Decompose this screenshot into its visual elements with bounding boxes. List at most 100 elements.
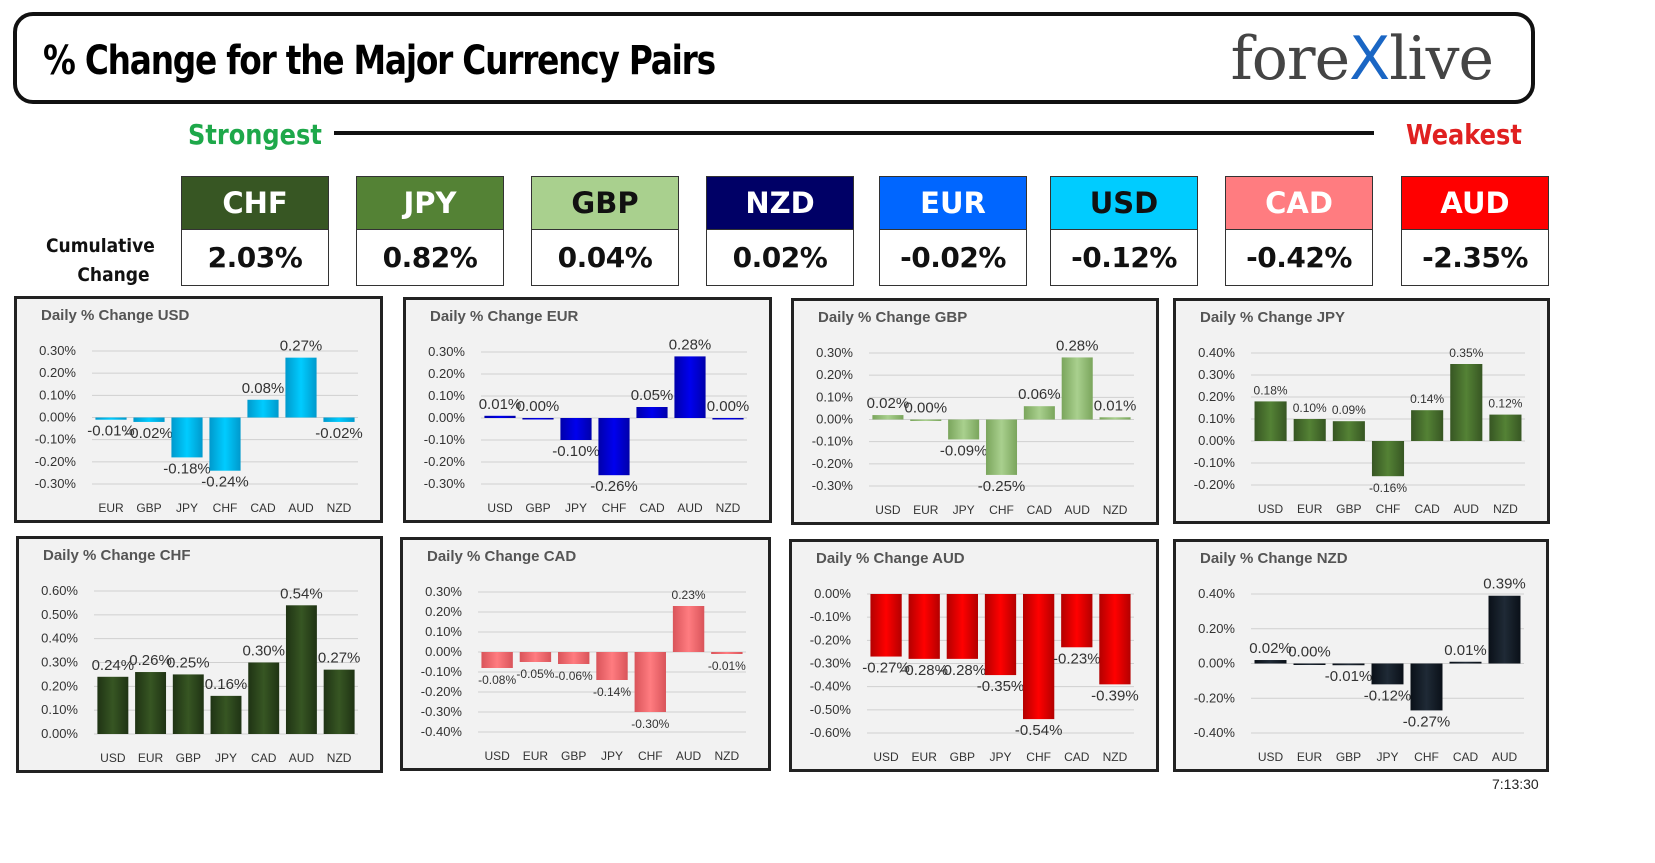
data-label: -0.30% <box>631 717 669 731</box>
bar-gbp <box>558 652 590 664</box>
currency-cumulative-value: 0.02% <box>732 241 828 274</box>
currency-box-gbp: GBP 0.04% <box>531 176 679 286</box>
y-tick-label: 0.10% <box>425 624 462 639</box>
bar-chf <box>598 418 630 476</box>
chart-panel-5: Daily % Change CHF 0.60% 0.50% 0.40% 0.30% 0.… <box>16 536 383 773</box>
data-label: 0.05% <box>631 387 674 404</box>
y-tick-label: -0.20% <box>812 456 854 471</box>
chart-panel-4: Daily % Change JPY 0.40% 0.30% 0.20% 0.10% 0.… <box>1173 298 1550 524</box>
bar-gbp <box>172 674 204 734</box>
x-tick-label: AUD <box>676 749 702 763</box>
x-tick-label: CAD <box>639 501 665 515</box>
bar-gbp <box>946 594 978 659</box>
data-label: 0.09% <box>1332 403 1366 417</box>
x-tick-label: CAD <box>1414 502 1440 516</box>
y-tick-label: 0.10% <box>428 388 465 403</box>
currency-code: CAD <box>1226 177 1372 230</box>
bar-aud <box>1488 595 1521 664</box>
chart-svg: 0.30% 0.20% 0.10% 0.00% -0.10% -0.20% -0.30% -0… <box>35 338 363 515</box>
data-label: 0.12% <box>1488 397 1522 411</box>
forexlive-logo: foreXlive <box>1231 24 1494 94</box>
chart-svg: 0.30% 0.20% 0.10% 0.00% -0.10% -0.20% -0.30% 0.… <box>812 337 1137 517</box>
x-tick-label: USD <box>484 749 510 763</box>
page-title: % Change for the Major Currency Pairs <box>43 38 716 84</box>
data-label: 0.23% <box>672 588 706 602</box>
data-label: 0.25% <box>167 654 210 671</box>
chart-title: Daily % Change JPY <box>1200 309 1346 326</box>
x-tick-label: JPY <box>953 503 975 517</box>
bar-nzd <box>323 669 355 734</box>
x-tick-label: USD <box>100 751 126 765</box>
y-tick-label: 0.30% <box>1198 367 1235 382</box>
currency-cumulative-value: -0.12% <box>1071 241 1177 274</box>
data-label: 0.01% <box>1094 397 1137 414</box>
bar-gbp <box>1332 663 1365 666</box>
y-tick-label: -0.30% <box>424 476 466 491</box>
data-label: -0.06% <box>555 669 593 683</box>
x-tick-label: JPY <box>1376 750 1398 764</box>
currency-code: NZD <box>707 177 853 230</box>
logo-x-mark: X <box>1349 24 1390 94</box>
bar-gbp <box>522 418 554 420</box>
data-label: 0.28% <box>1056 337 1099 354</box>
data-label: -0.01% <box>87 423 135 440</box>
data-label: -0.25% <box>978 478 1026 495</box>
x-tick-label: AUD <box>1492 750 1518 764</box>
bar-jpy <box>596 652 628 680</box>
x-tick-label: GBP <box>561 749 586 763</box>
data-label: 0.28% <box>669 336 712 353</box>
data-label: -0.02% <box>315 425 363 442</box>
currency-cumulative-value: -0.42% <box>1246 241 1352 274</box>
bar-usd <box>97 676 129 734</box>
chart-title: Daily % Change EUR <box>430 308 579 325</box>
x-tick-label: JPY <box>176 501 198 515</box>
bar-nzd <box>1099 594 1131 685</box>
data-label: -0.54% <box>1015 722 1063 739</box>
x-tick-label: EUR <box>523 749 549 763</box>
bar-chf <box>1023 594 1055 720</box>
bar-gbp <box>133 417 165 422</box>
data-label: 0.14% <box>1410 392 1444 406</box>
y-tick-label: -0.10% <box>810 609 852 624</box>
y-tick-label: 0.40% <box>1198 586 1235 601</box>
data-label: -0.28% <box>900 662 948 679</box>
data-label: -0.12% <box>1364 687 1412 704</box>
x-tick-label: GBP <box>1336 750 1361 764</box>
currency-code: GBP <box>532 177 678 230</box>
x-tick-label: AUD <box>677 501 703 515</box>
y-tick-label: 0.10% <box>816 389 853 404</box>
y-tick-label: 0.00% <box>39 410 76 425</box>
y-tick-label: 0.20% <box>816 367 853 382</box>
data-label: -0.23% <box>1053 650 1101 667</box>
bar-jpy <box>948 419 980 440</box>
data-label: -0.01% <box>1325 668 1373 685</box>
currency-cumulative-value: -0.02% <box>900 241 1006 274</box>
cumulative-label-line1: Cumulative <box>46 235 155 257</box>
currency-box-cad: CAD -0.42% <box>1225 176 1373 286</box>
y-tick-label: -0.20% <box>810 632 852 647</box>
bar-usd <box>481 652 513 668</box>
x-tick-label: EUR <box>98 501 124 515</box>
currency-box-nzd: NZD 0.02% <box>706 176 854 286</box>
y-tick-label: 0.00% <box>1198 656 1235 671</box>
x-tick-label: GBP <box>176 751 201 765</box>
chart-panel-1: Daily % Change USD 0.30% 0.20% 0.10% 0.00% -0… <box>14 296 383 523</box>
bar-chf <box>1410 663 1443 711</box>
cumulative-change-label: Cumulative Change <box>46 232 155 290</box>
x-tick-label: CHF <box>1376 502 1401 516</box>
data-label: -0.35% <box>977 678 1025 695</box>
bar-eur <box>135 672 167 734</box>
x-tick-label: AUD <box>289 751 315 765</box>
bar-usd <box>484 415 516 418</box>
bar-eur <box>95 417 127 420</box>
data-label: 0.02% <box>1249 640 1292 657</box>
chart-title: Daily % Change USD <box>41 307 190 324</box>
y-tick-label: 0.00% <box>425 644 462 659</box>
data-label: -0.01% <box>708 659 746 673</box>
y-tick-label: -0.50% <box>810 702 852 717</box>
chart-title: Daily % Change AUD <box>816 550 965 567</box>
x-tick-label: USD <box>487 501 513 515</box>
ranking-divider-line <box>334 131 1374 135</box>
chart-title: Daily % Change NZD <box>1200 550 1348 567</box>
bar-cad <box>1411 410 1444 441</box>
